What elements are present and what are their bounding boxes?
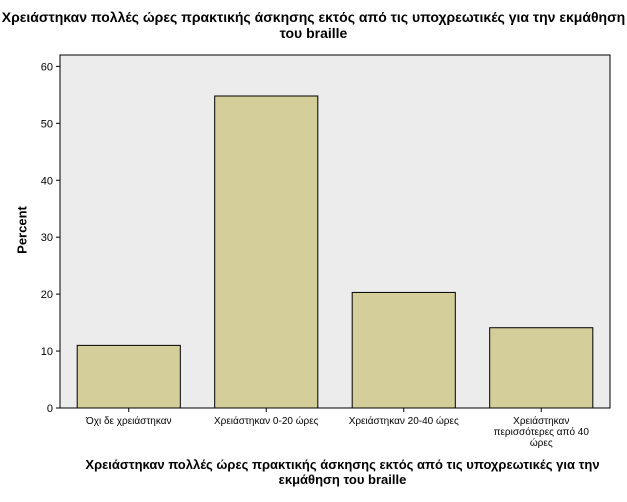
x-tick-label: Όχι δε χρειάστηκαν bbox=[85, 415, 172, 427]
x-tick-label-line: Χρειάστηκαν 20-40 ώρες bbox=[349, 415, 459, 427]
x-tick-label-line: περισσότερες από 40 bbox=[494, 426, 590, 438]
bar-3 bbox=[351, 291, 456, 409]
x-tick-label-line: Χρειάστηκαν bbox=[513, 415, 569, 427]
x-tick-label-line: Όχι δε χρειάστηκαν bbox=[85, 415, 172, 427]
bar-2 bbox=[214, 95, 319, 409]
x-tick-label: Χρειάστηκαν 20-40 ώρες bbox=[349, 415, 459, 427]
x-axis-label: Χρειάστηκαν πολλές ώρες πρακτικής άσκηση… bbox=[85, 457, 600, 487]
bar-1 bbox=[76, 344, 181, 409]
y-tick-label: 10 bbox=[41, 346, 53, 358]
y-tick-label: 20 bbox=[41, 289, 53, 301]
x-tick-label-line: ώρες bbox=[530, 437, 553, 449]
y-tick-label: 50 bbox=[41, 118, 53, 130]
chart-title: Χρειάστηκαν πολλές ώρες πρακτικής άσκηση… bbox=[1, 9, 626, 41]
x-tick-label: Χρειάστηκαν περισσότερες από 40 ώρες bbox=[494, 415, 590, 449]
x-tick-label-line: Χρειάστηκαν 0-20 ώρες bbox=[214, 415, 319, 427]
x-tick-label: Χρειάστηκαν 0-20 ώρες bbox=[214, 415, 319, 427]
y-tick-label: 40 bbox=[41, 175, 53, 187]
bar-4 bbox=[489, 327, 594, 409]
y-tick-label: 60 bbox=[41, 61, 53, 73]
y-tick-label: 0 bbox=[47, 403, 53, 415]
y-tick-label: 30 bbox=[41, 232, 53, 244]
